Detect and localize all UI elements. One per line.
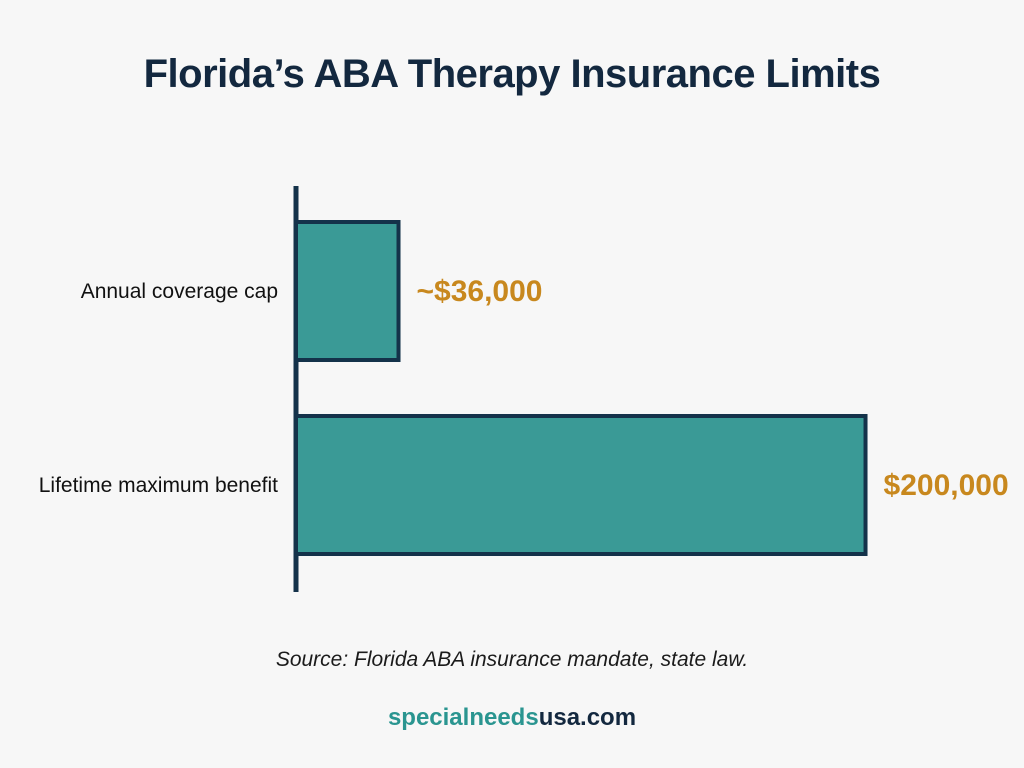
brand-logo[interactable]: specialneedsusa.com: [0, 704, 1024, 732]
brand-part-specialneeds: specialneeds: [387, 704, 539, 731]
chart-title: Florida’s ABA Therapy Insurance Limits: [143, 52, 881, 96]
bar-1: [294, 414, 868, 556]
value-label-0: ~$36,000: [417, 275, 543, 308]
value-labels-group: ~$36,000 $200,000: [417, 275, 1009, 502]
value-label-1: $200,000: [884, 469, 1009, 502]
brand-part-usa: usa.com: [538, 704, 637, 731]
bar-0: [294, 220, 401, 362]
bar-chart: Annual coverage cap Lifetime maximum bene…: [39, 186, 1009, 592]
source-note: Source: Florida ABA insurance mandate, s…: [275, 648, 749, 671]
category-label-1: Lifetime maximum benefit: [39, 474, 278, 497]
category-label-0: Annual coverage cap: [81, 280, 278, 303]
category-labels-group: Annual coverage cap Lifetime maximum bene…: [39, 280, 278, 497]
bars-group: [294, 220, 868, 556]
